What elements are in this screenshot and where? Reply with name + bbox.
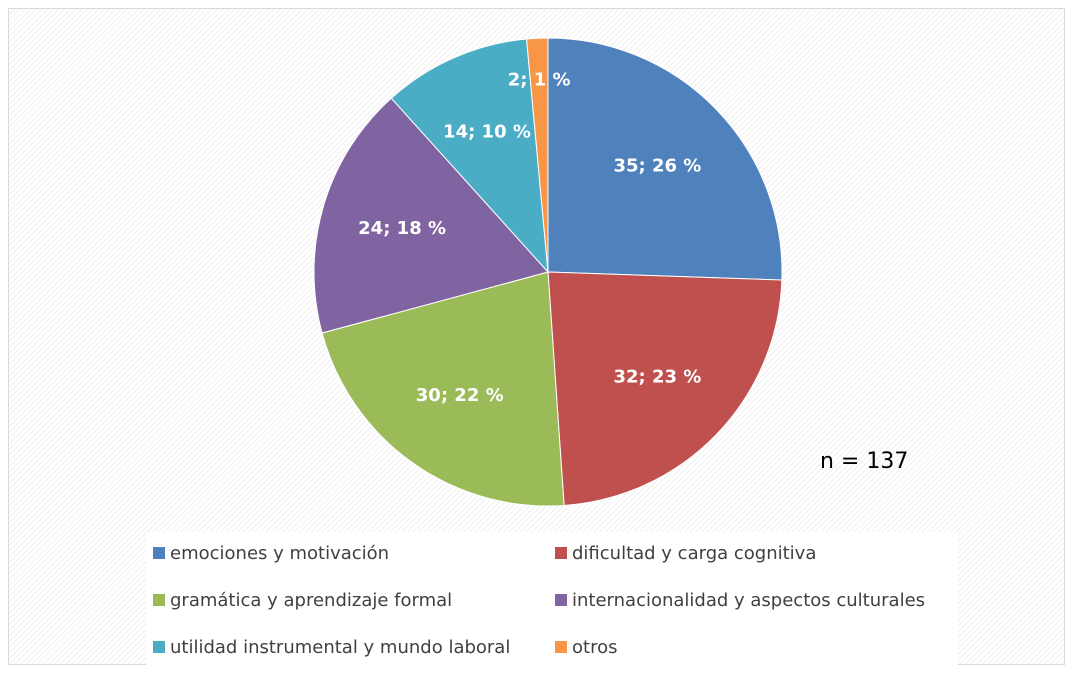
legend-label: emociones y motivación (170, 543, 389, 564)
annotation: n = 137 (820, 449, 908, 474)
pie-slice (547, 271, 783, 506)
pie-slice (313, 97, 549, 334)
legend-label: utilidad instrumental y mundo laboral (170, 637, 510, 658)
data-label: 32; 23 % (613, 367, 701, 388)
pie-slice (526, 37, 549, 273)
pie-slice (547, 37, 783, 281)
legend-label: gramática y aprendizaje formal (170, 590, 452, 611)
data-label: 14; 10 % (443, 122, 531, 143)
legend-label: otros (572, 637, 617, 658)
legend-swatch (555, 547, 567, 559)
data-label: 24; 18 % (358, 218, 446, 239)
legend-swatch (555, 594, 567, 606)
legend-swatch (153, 641, 165, 653)
legend-box (146, 532, 958, 666)
data-label: 30; 22 % (416, 385, 504, 406)
legend-swatch (153, 547, 165, 559)
data-label: 35; 26 % (613, 155, 701, 176)
legend-label: internacionalidad y aspectos culturales (572, 590, 925, 611)
pie-slice (390, 38, 549, 274)
legend-label: dificultad y carga cognitiva (572, 543, 816, 564)
data-label: 2; 1 % (508, 69, 571, 90)
legend-swatch (153, 594, 165, 606)
legend-swatch (555, 641, 567, 653)
pie-slice (321, 271, 565, 507)
